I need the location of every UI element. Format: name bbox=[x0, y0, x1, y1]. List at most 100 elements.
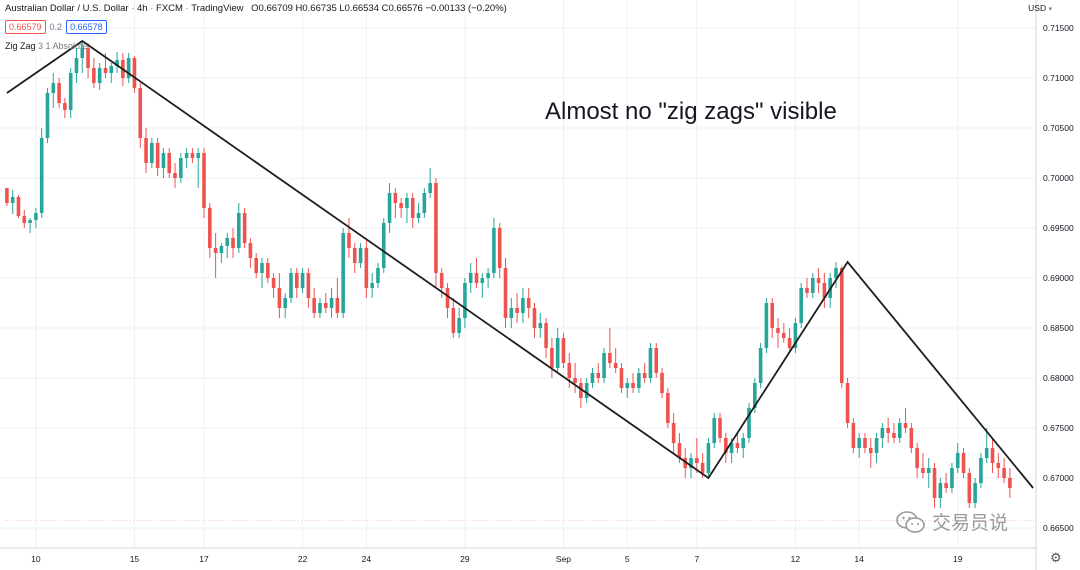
chart-legend: Australian Dollar / U.S. Dollar · 4h · F… bbox=[5, 3, 507, 14]
currency-selector[interactable]: USD ▾ bbox=[1028, 3, 1052, 13]
x-tick-label: 17 bbox=[199, 554, 209, 564]
candle-body bbox=[961, 453, 966, 473]
chevron-down-icon[interactable]: ▾ bbox=[1048, 6, 1052, 13]
candle-body bbox=[758, 348, 763, 383]
candle-body bbox=[115, 60, 119, 66]
candle-body bbox=[868, 448, 873, 453]
sell-price-button[interactable]: 0.66579 bbox=[5, 20, 46, 34]
candle-body bbox=[312, 298, 316, 313]
candle-body bbox=[735, 443, 740, 448]
legend-separator: · bbox=[185, 3, 192, 14]
candle-body bbox=[457, 318, 461, 333]
candle-body bbox=[521, 298, 525, 313]
candle-body bbox=[706, 443, 711, 473]
candle-body bbox=[782, 333, 786, 338]
candle-body bbox=[283, 298, 287, 308]
candle-body bbox=[242, 213, 247, 243]
candle-body bbox=[753, 383, 757, 408]
candle-body bbox=[787, 338, 792, 348]
y-tick-label: 0.68000 bbox=[1043, 373, 1074, 383]
indicator-legend[interactable]: Zig Zag 3 1 Absolute bbox=[5, 41, 88, 51]
buy-price-button[interactable]: 0.66578 bbox=[66, 20, 107, 34]
candle-body bbox=[329, 298, 334, 308]
candle-body bbox=[34, 213, 38, 220]
candle-body bbox=[938, 483, 943, 498]
candle-body bbox=[515, 308, 519, 313]
candle-body bbox=[747, 408, 751, 438]
candle-body bbox=[202, 153, 206, 208]
candle-body bbox=[619, 368, 624, 388]
x-tick-label: 19 bbox=[953, 554, 963, 564]
candle-body bbox=[799, 288, 803, 323]
candle-body bbox=[358, 248, 363, 263]
candle-body bbox=[984, 448, 989, 458]
candle-body bbox=[503, 268, 508, 318]
x-tick-label: 24 bbox=[362, 554, 372, 564]
x-tick-label: 22 bbox=[298, 554, 308, 564]
candle-body bbox=[103, 68, 108, 73]
candle-body bbox=[822, 283, 827, 298]
candle-body bbox=[179, 158, 183, 178]
candle-body bbox=[1008, 478, 1012, 488]
interval-label[interactable]: 4h bbox=[137, 3, 148, 14]
candle-body bbox=[642, 373, 647, 378]
indicator-name[interactable]: Zig Zag bbox=[5, 41, 36, 51]
y-tick-label: 0.71000 bbox=[1043, 73, 1074, 83]
candle-body bbox=[613, 363, 618, 368]
candle-body bbox=[22, 216, 27, 223]
candle-body bbox=[921, 468, 925, 473]
candle-body bbox=[637, 373, 641, 388]
candle-body bbox=[700, 463, 705, 473]
candle-body bbox=[410, 198, 415, 218]
candle-body bbox=[631, 383, 635, 388]
currency-label[interactable]: USD bbox=[1028, 3, 1047, 13]
watermark-text: 交易员说 bbox=[932, 512, 1009, 534]
candle-body bbox=[486, 273, 490, 278]
x-tick-label: 5 bbox=[625, 554, 630, 564]
candle-body bbox=[892, 433, 896, 438]
gear-icon[interactable]: ⚙ bbox=[1050, 550, 1062, 565]
candle-body bbox=[254, 258, 258, 273]
candle-body bbox=[805, 288, 809, 293]
candle-body bbox=[155, 143, 160, 168]
candle-body bbox=[590, 373, 595, 383]
candle-body bbox=[126, 58, 131, 78]
symbol-name[interactable]: Australian Dollar / U.S. Dollar bbox=[5, 3, 129, 14]
candle-body bbox=[816, 278, 821, 283]
candle-body bbox=[138, 88, 143, 138]
candle-body bbox=[741, 438, 746, 448]
candle-body bbox=[63, 103, 67, 110]
candle-body bbox=[109, 66, 114, 73]
candle-body bbox=[526, 298, 531, 308]
candle-body bbox=[86, 48, 90, 68]
candle-body bbox=[810, 278, 815, 293]
candle-body bbox=[550, 348, 554, 368]
candle-body bbox=[208, 208, 212, 248]
candle-body bbox=[602, 353, 606, 378]
candle-body bbox=[422, 193, 427, 213]
candle-body bbox=[660, 373, 664, 393]
zigzag-line bbox=[6, 39, 1034, 489]
candle-body bbox=[718, 418, 722, 438]
candle-body bbox=[173, 173, 177, 178]
candle-body bbox=[683, 458, 688, 468]
candle-body bbox=[793, 323, 798, 348]
candle-body bbox=[955, 453, 960, 468]
candle-body bbox=[213, 248, 218, 253]
ohlc-values: O0.66709 H0.66735 L0.66534 C0.66576 −0.0… bbox=[251, 3, 507, 14]
y-tick-label: 0.70000 bbox=[1043, 173, 1074, 183]
candle-body bbox=[161, 153, 166, 168]
x-tick-label: 14 bbox=[854, 554, 864, 564]
candle-body bbox=[347, 233, 351, 248]
candle-body bbox=[776, 328, 780, 333]
candle-body bbox=[979, 458, 983, 483]
candle-body bbox=[341, 233, 345, 313]
x-tick-label: 12 bbox=[791, 554, 801, 564]
candle-body bbox=[584, 383, 589, 398]
spread-value: 0.2 bbox=[49, 22, 63, 32]
platform-label: TradingView bbox=[191, 3, 244, 14]
y-tick-label: 0.70500 bbox=[1043, 123, 1074, 133]
candle-body bbox=[51, 83, 56, 93]
